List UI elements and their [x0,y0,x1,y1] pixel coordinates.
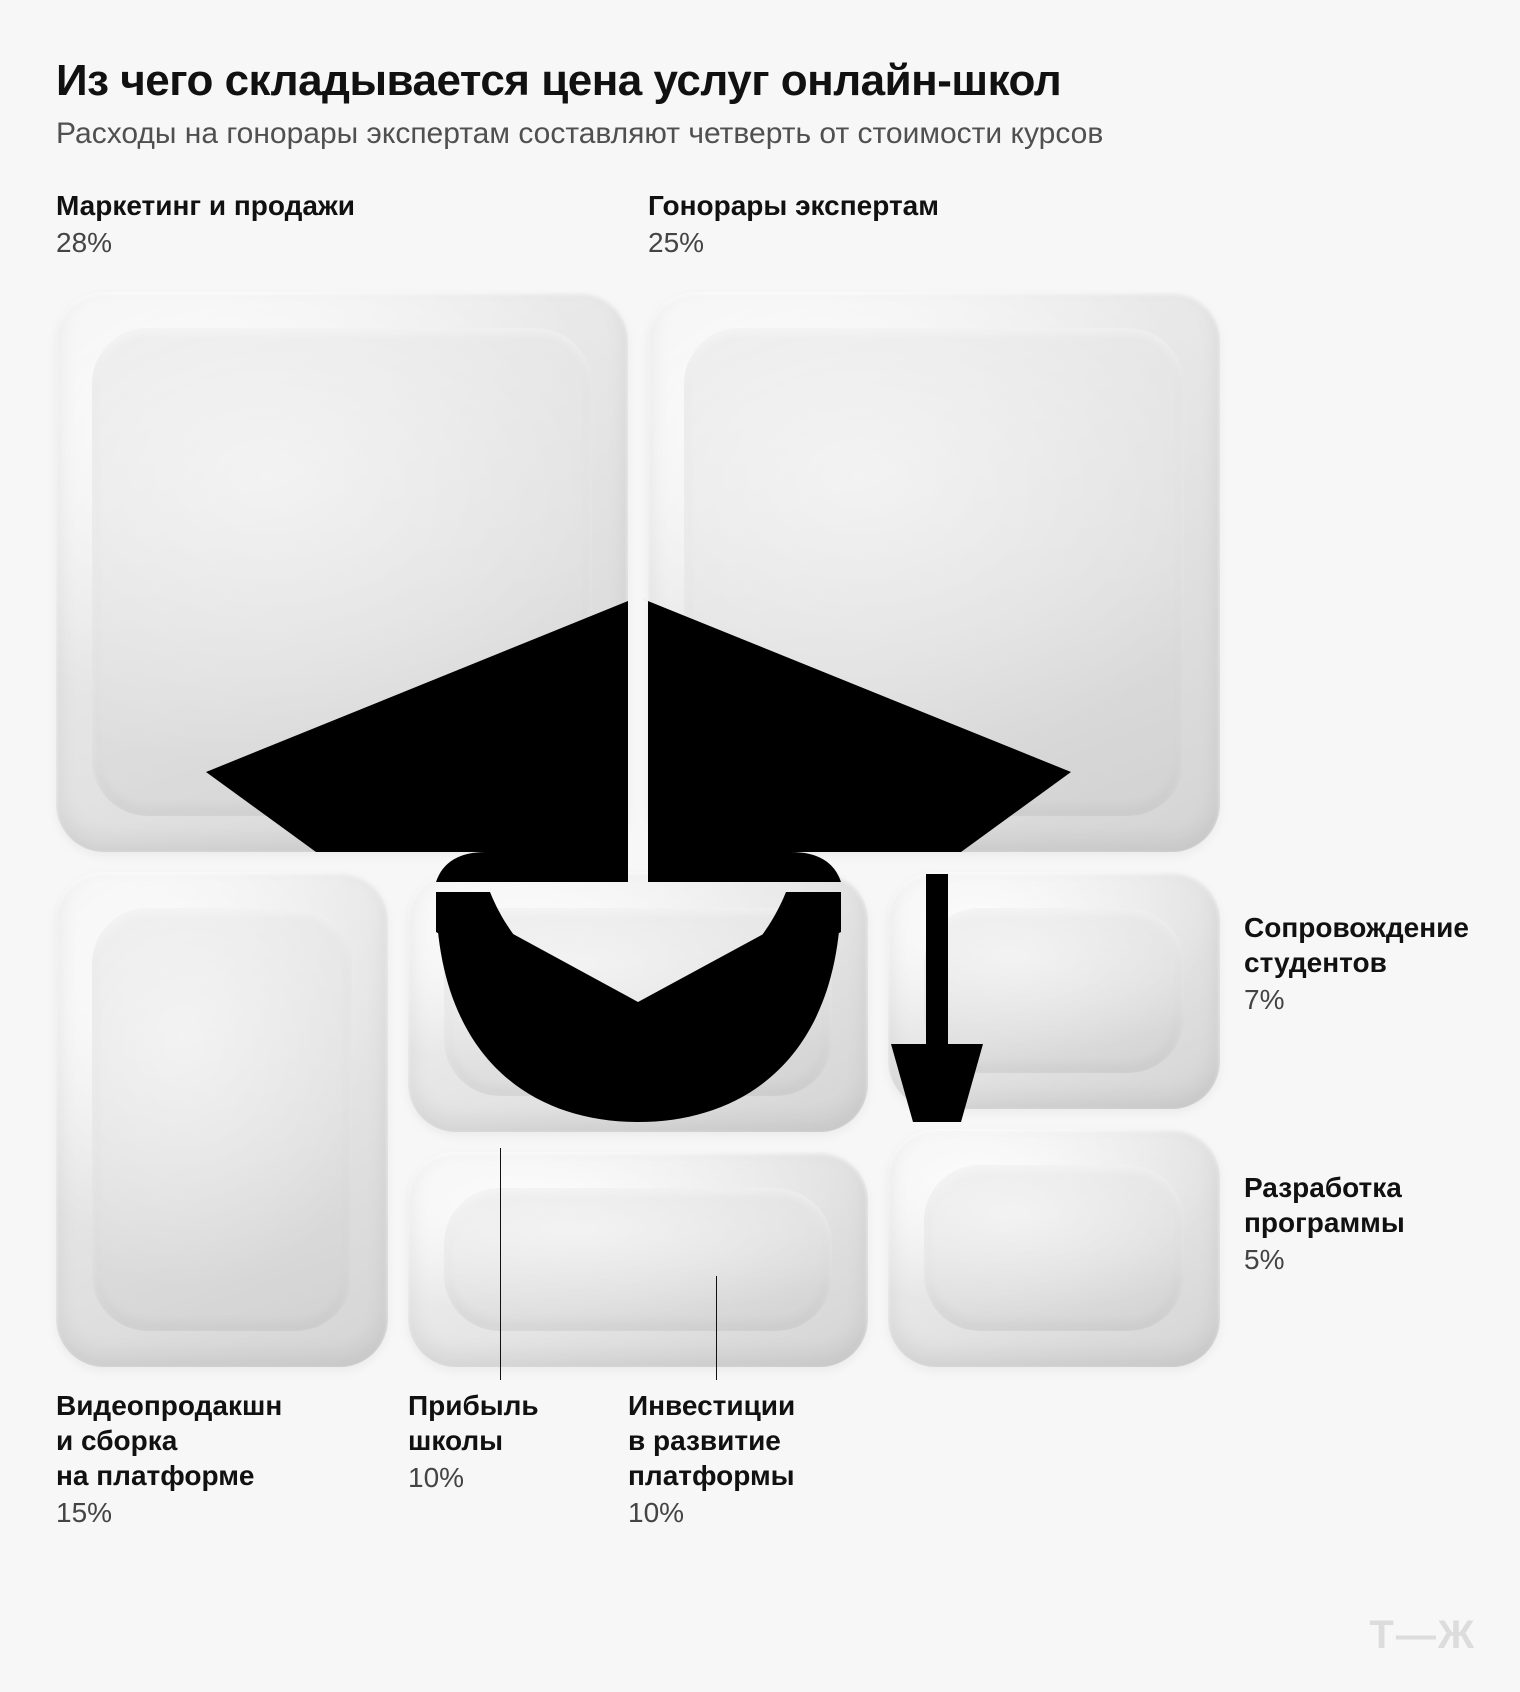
label-text-fees: Гонорары экспертам [648,188,939,223]
tile-fees [648,292,1220,852]
tile-video [56,872,388,1367]
label-profit: Прибыль школы 10% [408,1388,588,1494]
label-value-profit: 10% [408,1462,588,1494]
page-subtitle: Расходы на гонорары экспертам составляют… [56,117,1464,151]
tile-program [888,1129,1220,1367]
tile-invest [408,1152,868,1367]
label-value-support: 7% [1244,984,1484,1016]
page-title: Из чего складывается цена услуг онлайн-ш… [56,56,1464,107]
label-program: Разработка программы 5% [1244,1170,1484,1276]
tile-support [888,872,1220,1109]
tile-profit [408,872,868,1132]
label-value-program: 5% [1244,1244,1484,1276]
leader-line-invest [716,1276,717,1380]
label-value-invest: 10% [628,1497,848,1529]
label-fees: Гонорары экспертам 25% [648,188,939,259]
label-text-marketing: Маркетинг и продажи [56,188,355,223]
leader-line-profit [500,1148,501,1380]
label-value-fees: 25% [648,227,939,259]
label-text-invest: Инвестиции в развитие платформы [628,1388,848,1493]
tile-marketing [56,292,628,852]
label-text-video: Видеопродакшн и сборка на платформе [56,1388,356,1493]
label-text-support: Сопровождение студентов [1244,910,1484,980]
label-invest: Инвестиции в развитие платформы 10% [628,1388,848,1529]
label-value-video: 15% [56,1497,356,1529]
label-support: Сопровождение студентов 7% [1244,910,1484,1016]
label-text-profit: Прибыль школы [408,1388,588,1458]
label-text-program: Разработка программы [1244,1170,1484,1240]
label-marketing: Маркетинг и продажи 28% [56,188,355,259]
label-value-marketing: 28% [56,227,355,259]
watermark-logo: Т—Ж [1369,1613,1476,1658]
label-video: Видеопродакшн и сборка на платформе 15% [56,1388,356,1529]
tile-grid [56,292,1220,1367]
